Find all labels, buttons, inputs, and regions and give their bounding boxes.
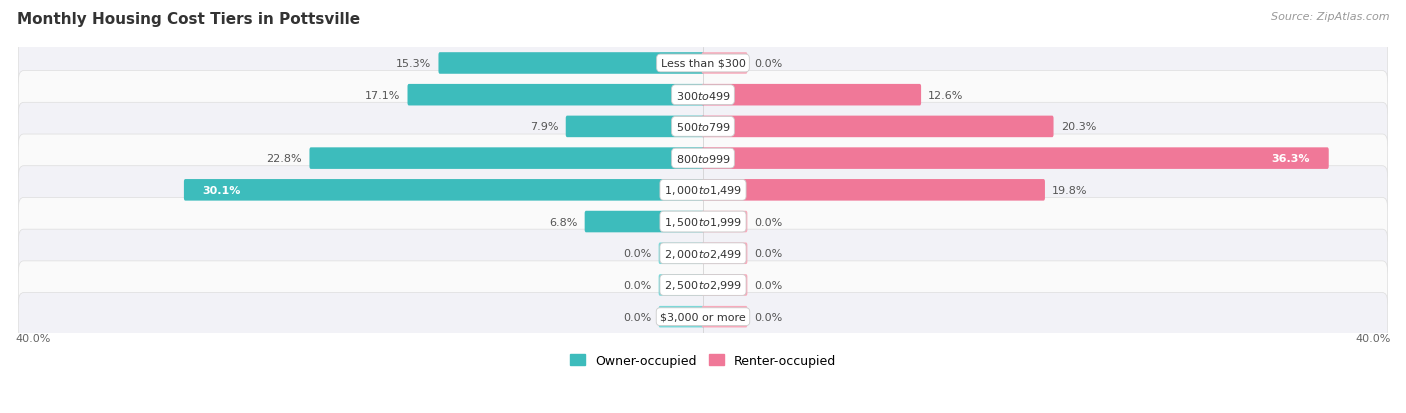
FancyBboxPatch shape bbox=[658, 275, 704, 296]
Text: 20.3%: 20.3% bbox=[1060, 122, 1097, 132]
Text: 7.9%: 7.9% bbox=[530, 122, 558, 132]
Text: $800 to $999: $800 to $999 bbox=[675, 153, 731, 165]
FancyBboxPatch shape bbox=[18, 293, 1388, 341]
FancyBboxPatch shape bbox=[309, 148, 704, 169]
Text: 17.1%: 17.1% bbox=[366, 90, 401, 100]
Text: 0.0%: 0.0% bbox=[755, 59, 783, 69]
Text: $300 to $499: $300 to $499 bbox=[675, 90, 731, 102]
FancyBboxPatch shape bbox=[439, 53, 704, 75]
FancyBboxPatch shape bbox=[658, 243, 704, 264]
Text: 0.0%: 0.0% bbox=[755, 217, 783, 227]
Text: 12.6%: 12.6% bbox=[928, 90, 963, 100]
Text: 0.0%: 0.0% bbox=[623, 249, 651, 259]
FancyBboxPatch shape bbox=[585, 211, 704, 233]
FancyBboxPatch shape bbox=[658, 306, 704, 328]
Text: 30.1%: 30.1% bbox=[202, 185, 240, 195]
Text: Source: ZipAtlas.com: Source: ZipAtlas.com bbox=[1271, 12, 1389, 22]
Text: Monthly Housing Cost Tiers in Pottsville: Monthly Housing Cost Tiers in Pottsville bbox=[17, 12, 360, 27]
FancyBboxPatch shape bbox=[184, 180, 704, 201]
Text: $500 to $799: $500 to $799 bbox=[675, 121, 731, 133]
Legend: Owner-occupied, Renter-occupied: Owner-occupied, Renter-occupied bbox=[565, 349, 841, 372]
Text: $2,500 to $2,999: $2,500 to $2,999 bbox=[664, 279, 742, 292]
FancyBboxPatch shape bbox=[18, 166, 1388, 214]
FancyBboxPatch shape bbox=[702, 85, 921, 106]
FancyBboxPatch shape bbox=[18, 71, 1388, 119]
FancyBboxPatch shape bbox=[18, 230, 1388, 278]
FancyBboxPatch shape bbox=[408, 85, 704, 106]
FancyBboxPatch shape bbox=[702, 275, 748, 296]
Text: 0.0%: 0.0% bbox=[755, 249, 783, 259]
Text: Less than $300: Less than $300 bbox=[661, 59, 745, 69]
Text: 36.3%: 36.3% bbox=[1271, 154, 1310, 164]
Text: 0.0%: 0.0% bbox=[755, 280, 783, 290]
Text: $2,000 to $2,499: $2,000 to $2,499 bbox=[664, 247, 742, 260]
FancyBboxPatch shape bbox=[702, 243, 748, 264]
Text: 22.8%: 22.8% bbox=[267, 154, 302, 164]
FancyBboxPatch shape bbox=[702, 116, 1053, 138]
Text: $1,500 to $1,999: $1,500 to $1,999 bbox=[664, 216, 742, 228]
FancyBboxPatch shape bbox=[18, 103, 1388, 151]
FancyBboxPatch shape bbox=[702, 211, 748, 233]
FancyBboxPatch shape bbox=[18, 40, 1388, 88]
Text: 0.0%: 0.0% bbox=[623, 280, 651, 290]
Text: 15.3%: 15.3% bbox=[396, 59, 432, 69]
FancyBboxPatch shape bbox=[702, 180, 1045, 201]
FancyBboxPatch shape bbox=[565, 116, 704, 138]
Text: 19.8%: 19.8% bbox=[1052, 185, 1088, 195]
Text: 6.8%: 6.8% bbox=[550, 217, 578, 227]
FancyBboxPatch shape bbox=[18, 261, 1388, 309]
Text: 40.0%: 40.0% bbox=[1355, 333, 1391, 343]
FancyBboxPatch shape bbox=[702, 148, 1329, 169]
Text: 0.0%: 0.0% bbox=[755, 312, 783, 322]
Text: 0.0%: 0.0% bbox=[623, 312, 651, 322]
Text: 40.0%: 40.0% bbox=[15, 333, 51, 343]
FancyBboxPatch shape bbox=[18, 135, 1388, 183]
Text: $1,000 to $1,499: $1,000 to $1,499 bbox=[664, 184, 742, 197]
FancyBboxPatch shape bbox=[702, 306, 748, 328]
FancyBboxPatch shape bbox=[702, 53, 748, 75]
Text: $3,000 or more: $3,000 or more bbox=[661, 312, 745, 322]
FancyBboxPatch shape bbox=[18, 198, 1388, 246]
